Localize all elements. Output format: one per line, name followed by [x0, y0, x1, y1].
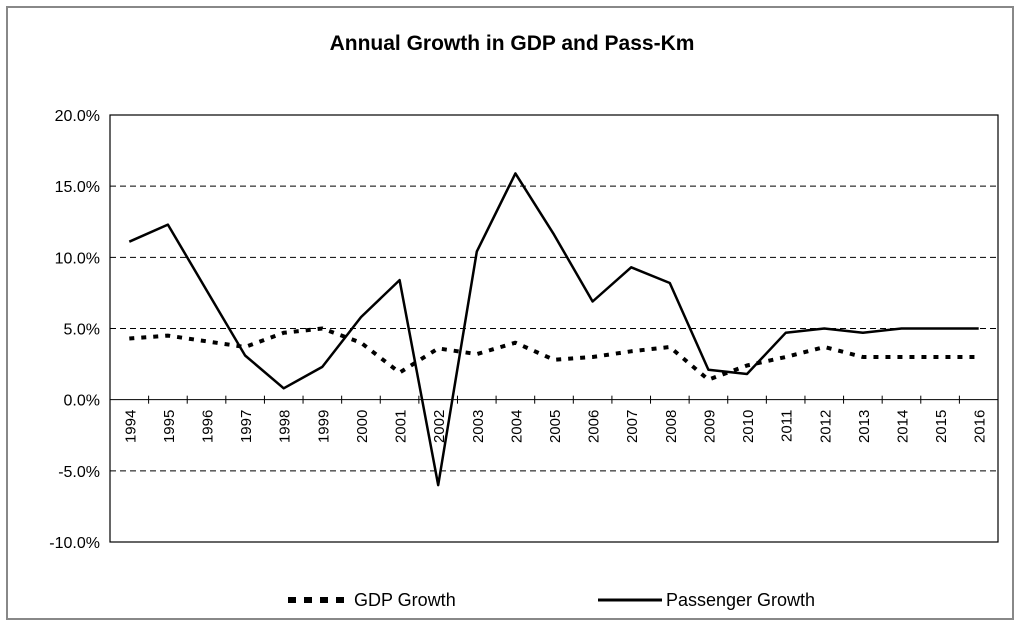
x-tick-label: 2000 — [354, 410, 371, 443]
x-tick-label: 2003 — [470, 410, 487, 443]
legend: GDP Growth Passenger Growth — [288, 590, 815, 610]
x-tick-label: 2002 — [431, 410, 448, 443]
x-tick-label: 1998 — [277, 410, 294, 443]
y-tick-label: -10.0% — [49, 535, 100, 552]
y-axis: 20.0% 15.0% 10.0% 5.0% 0.0% -5.0% -10.0% — [49, 108, 100, 552]
x-tick-label: 2007 — [624, 410, 641, 443]
x-tick-label: 2009 — [701, 410, 718, 443]
legend-label-gdp-growth: GDP Growth — [354, 590, 456, 610]
y-tick-label: 20.0% — [55, 108, 100, 125]
x-tick-label: 2006 — [586, 410, 603, 443]
x-tick-label: 2010 — [740, 410, 757, 443]
x-tick-label: 2011 — [779, 410, 796, 442]
x-tick-label: 2001 — [393, 410, 410, 443]
x-axis: 1994 1995 1996 1997 1998 1999 2000 2001 2002 2003… — [109, 395, 999, 443]
x-tick-label: 2004 — [508, 410, 525, 443]
x-tick-label: 2008 — [663, 410, 680, 443]
legend-label-passenger-growth: Passenger Growth — [666, 590, 815, 610]
y-tick-label: 10.0% — [55, 250, 100, 267]
y-tick-label: -5.0% — [58, 464, 100, 481]
series-line-passenger-growth — [128, 172, 979, 487]
x-tick-label: 2013 — [856, 410, 873, 443]
series-line-gdp-growth — [129, 326, 979, 382]
x-tick-label: 2015 — [933, 410, 950, 443]
y-tick-label: 5.0% — [64, 322, 100, 339]
x-tick-label: 2014 — [894, 410, 911, 443]
x-tick-label: 1994 — [122, 410, 139, 443]
chart-title: Annual Growth in GDP and Pass-Km — [330, 32, 695, 55]
x-tick-label: 1997 — [238, 410, 255, 443]
series-lines — [128, 172, 979, 487]
x-tick-label: 2005 — [547, 410, 564, 443]
x-tick-label: 1996 — [200, 410, 217, 443]
x-tick-label: 2016 — [972, 410, 989, 443]
x-tick-label: 2012 — [817, 410, 834, 443]
chart-frame — [6, 6, 1014, 620]
plot-area — [109, 114, 999, 543]
x-tick-label: 1999 — [315, 410, 332, 443]
grid-lines — [110, 185, 998, 472]
y-tick-label: 15.0% — [55, 179, 100, 196]
y-tick-label: 0.0% — [64, 393, 100, 410]
x-tick-label: 1995 — [161, 410, 178, 443]
